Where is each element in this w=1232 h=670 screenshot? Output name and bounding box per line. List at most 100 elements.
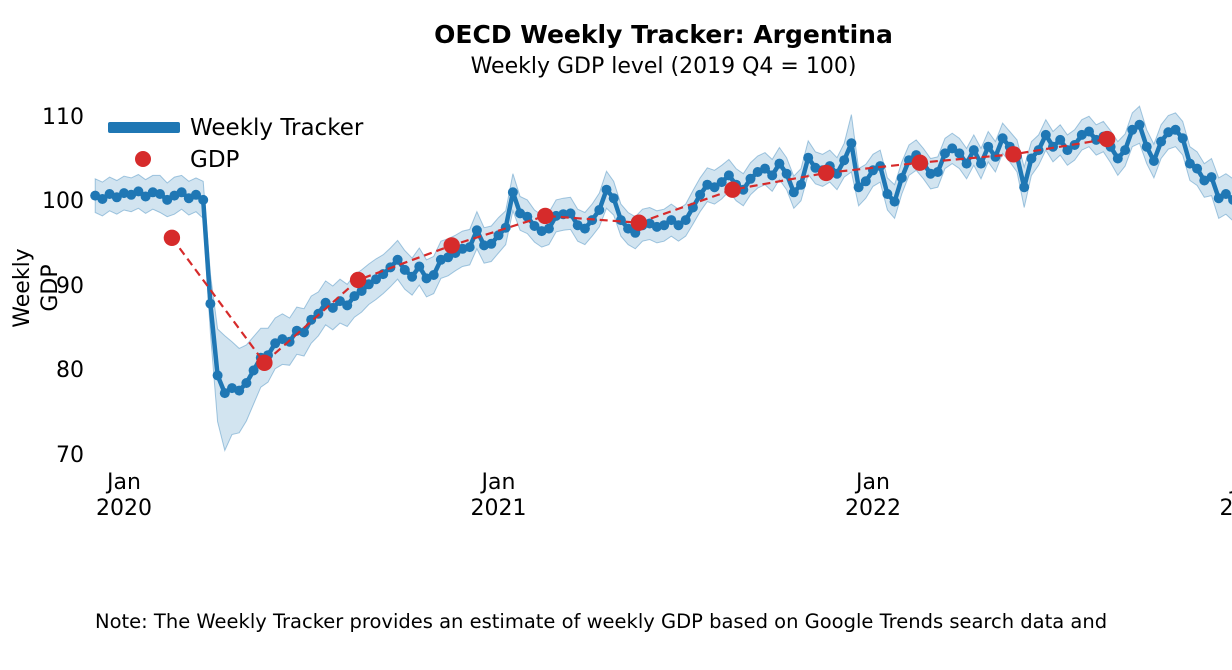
tracker-point	[846, 138, 857, 149]
gdp-point	[443, 237, 460, 254]
x-tick-label: Jan 2022	[808, 470, 938, 522]
tracker-point	[774, 158, 785, 169]
tracker-point	[191, 189, 201, 200]
tracker-point	[1134, 119, 1145, 130]
tracker-point	[543, 223, 554, 234]
tracker-point	[234, 385, 245, 396]
legend-tracker-line-swatch	[108, 122, 180, 133]
tracker-point	[745, 173, 756, 184]
tracker-point	[781, 168, 792, 179]
y-tick-label: 80	[56, 358, 84, 384]
x-tick-month: Jan	[481, 470, 516, 495]
tracker-point	[1120, 145, 1131, 156]
tracker-point	[443, 252, 454, 263]
tracker-point	[522, 211, 533, 222]
tracker-point	[1192, 163, 1203, 174]
tracker-point	[493, 230, 504, 241]
tracker-point	[507, 187, 518, 198]
tracker-point	[342, 300, 353, 311]
tracker-point	[414, 261, 425, 272]
tracker-point	[723, 170, 734, 181]
tracker-point	[882, 189, 893, 199]
x-tick-label: Jan 2020	[59, 470, 189, 522]
tracker-point	[601, 184, 612, 195]
tracker-point	[1228, 195, 1232, 205]
tracker-point	[839, 155, 850, 166]
gdp-point	[724, 181, 741, 198]
gdp-point	[163, 229, 181, 246]
legend-gdp-label: GDP	[190, 147, 240, 173]
confidence-band	[94, 105, 1232, 453]
tracker-point	[155, 189, 165, 199]
tracker-point	[407, 271, 418, 282]
tracker-point	[1040, 129, 1051, 140]
tracker-point	[198, 194, 209, 205]
tracker-point	[1127, 124, 1138, 135]
tracker-point	[896, 172, 907, 183]
tracker-point	[666, 215, 677, 226]
tracker-point	[327, 302, 338, 313]
tracker-point	[356, 286, 367, 296]
tracker-point	[399, 264, 410, 275]
tracker-point	[529, 221, 540, 231]
legend-gdp-dot-swatch	[135, 151, 151, 167]
tracker-point	[162, 194, 173, 205]
note-text: Note: The Weekly Tracker provides an est…	[95, 558, 1232, 670]
tracker-point	[248, 365, 259, 376]
x-tick-year: 2023	[1219, 496, 1232, 521]
tracker-point	[565, 208, 576, 219]
legend-tracker-label: Weekly Tracker	[190, 115, 364, 141]
tracker-point	[940, 148, 950, 159]
x-tick-month: Jan	[1183, 470, 1232, 496]
tracker-point	[428, 270, 439, 280]
tracker-point	[1084, 126, 1094, 137]
tracker-point	[1206, 172, 1217, 183]
tracker-point	[176, 187, 187, 198]
gdp-point	[349, 271, 367, 289]
y-tick-label: 90	[56, 273, 84, 299]
x-tick-year: 2020	[96, 496, 152, 521]
tracker-point	[796, 179, 806, 190]
tracker-point	[954, 148, 965, 159]
tracker-point	[1019, 182, 1030, 193]
tracker-point	[579, 223, 590, 234]
tracker-point	[219, 388, 230, 399]
tracker-point	[1112, 153, 1123, 164]
tracker-point	[486, 238, 497, 249]
gdp-point	[1005, 146, 1022, 163]
x-tick-year: 2021	[470, 496, 527, 521]
tracker-point	[212, 370, 223, 381]
tracker-point	[392, 254, 403, 265]
tracker-point	[241, 378, 252, 388]
tracker-point	[371, 274, 381, 285]
tracker-point	[680, 215, 691, 226]
tracker-point	[860, 176, 871, 187]
tracker-point	[968, 145, 979, 156]
tracker-point	[695, 189, 706, 200]
tracker-point	[1156, 136, 1167, 147]
chart-subtitle: Weekly GDP level (2019 Q4 = 100)	[470, 54, 857, 79]
tracker-point	[709, 182, 720, 193]
tracker-point	[205, 298, 216, 309]
gdp-point	[256, 354, 273, 371]
tracker-point	[788, 187, 799, 198]
tracker-point	[673, 220, 684, 231]
tracker-point	[133, 186, 144, 197]
tracker-point	[363, 279, 374, 290]
tracker-point	[803, 152, 814, 163]
tracker-point	[500, 222, 511, 233]
tracker-point	[1184, 158, 1195, 169]
tracker-point	[997, 133, 1008, 144]
x-tick-year: 2022	[845, 496, 901, 521]
tracker-point	[594, 205, 605, 215]
tracker-point	[947, 143, 958, 154]
tracker-point	[1141, 141, 1152, 152]
tracker-point	[1220, 189, 1231, 199]
tracker-point	[760, 163, 770, 174]
gdp-points	[163, 130, 1116, 371]
gdp-point	[911, 154, 928, 171]
tracker-point	[976, 158, 986, 169]
gdp-point	[1098, 130, 1116, 148]
x-tick-label: Jan 2021	[434, 470, 564, 522]
tracker-point	[1055, 134, 1066, 145]
